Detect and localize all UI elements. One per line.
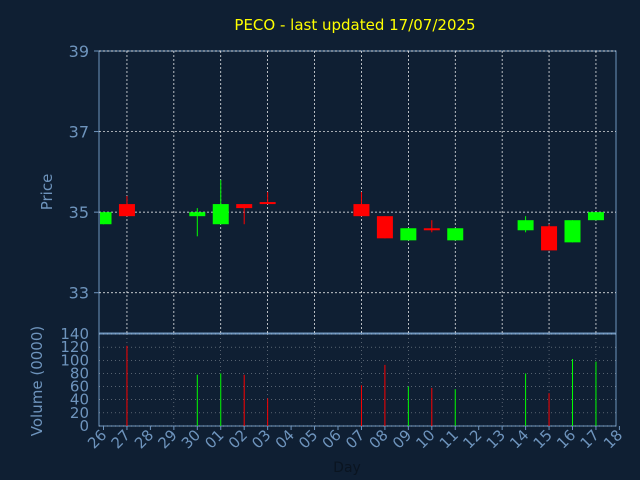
price-axis-label: Price <box>38 174 56 211</box>
candle <box>259 192 276 205</box>
volume-tick-label: 40 <box>70 391 89 409</box>
candle <box>118 196 135 217</box>
x-ticks: 2627282930010203040506070809101112131415… <box>84 426 626 452</box>
volume-bars <box>126 345 597 426</box>
candle <box>353 192 370 217</box>
candle <box>564 220 581 243</box>
candle-body <box>587 212 604 221</box>
candle <box>189 208 206 237</box>
candle <box>587 212 604 221</box>
candle <box>212 179 229 225</box>
candle <box>541 224 558 251</box>
volume-tick-label: 100 <box>60 351 89 369</box>
x-axis-label: Day <box>333 460 361 476</box>
price-tick-label: 33 <box>69 284 89 303</box>
price-y-ticks: 33 35 37 39 <box>69 42 99 303</box>
candle-body <box>118 204 135 217</box>
candle-body <box>100 212 112 225</box>
candle-body <box>353 204 370 217</box>
volume-tick-label: 80 <box>70 364 89 382</box>
candle-body <box>400 228 417 241</box>
candle <box>517 216 534 233</box>
candle <box>447 228 464 241</box>
candle-body <box>423 228 440 231</box>
price-tick-label: 35 <box>69 203 89 222</box>
candles <box>100 179 604 251</box>
candle-body <box>447 228 464 241</box>
candle <box>376 216 393 239</box>
volume-axis-label: Volume (0000) <box>28 326 46 436</box>
candle-body <box>259 202 276 205</box>
price-panel: 33 35 37 39 Price <box>38 42 617 334</box>
chart-title: PECO - last updated 17/07/2025 <box>234 16 475 34</box>
candle-body <box>564 220 581 243</box>
candle <box>236 204 253 225</box>
candle <box>100 212 112 225</box>
candle-body <box>236 204 253 209</box>
volume-tick-label: 60 <box>70 378 89 396</box>
volume-tick-label: 140 <box>60 325 89 343</box>
candle-body <box>189 212 206 217</box>
volume-tick-label: 0 <box>79 417 89 435</box>
volume-tick-label: 120 <box>60 338 89 356</box>
price-frame <box>98 50 617 334</box>
price-tick-label: 37 <box>69 123 89 142</box>
volume-tick-label: 20 <box>70 404 89 422</box>
candle-body <box>212 204 229 225</box>
price-tick-label: 39 <box>69 42 89 61</box>
volume-frame <box>98 333 617 427</box>
candle <box>423 220 440 233</box>
candle-body <box>517 220 534 231</box>
candle-body <box>541 226 558 251</box>
candle-body <box>376 216 393 239</box>
candle <box>400 228 417 241</box>
